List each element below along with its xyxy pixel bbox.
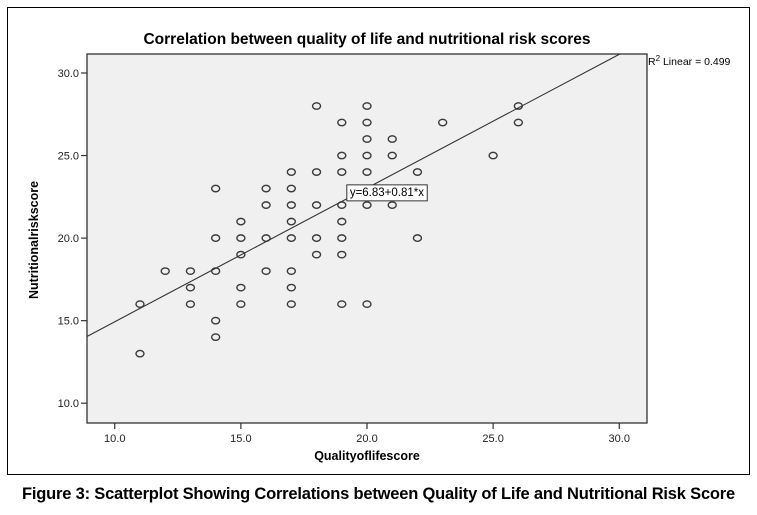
data-point (311, 168, 322, 176)
data-point (337, 234, 347, 242)
data-point (437, 118, 448, 127)
x-tick-label: 20.0 (356, 433, 377, 445)
data-point (236, 217, 246, 226)
r2-label: R2 Linear = 0.499 (648, 54, 731, 68)
data-point (261, 267, 271, 276)
data-point (311, 250, 322, 259)
y-tick-label: 30.0 (58, 68, 79, 80)
data-point (236, 234, 246, 242)
data-point (337, 118, 347, 127)
data-point (261, 201, 271, 209)
data-point (412, 168, 423, 176)
data-point (337, 300, 347, 309)
data-point (337, 168, 347, 176)
data-point (286, 300, 297, 309)
data-point (387, 135, 397, 143)
data-point (311, 102, 322, 110)
y-tick-label: 10.0 (58, 398, 79, 410)
data-point (513, 118, 524, 127)
data-point (337, 250, 347, 259)
data-point (362, 300, 372, 309)
data-point (236, 283, 246, 292)
data-point (488, 151, 498, 160)
data-point (362, 118, 372, 127)
x-tick-label: 25.0 (482, 433, 503, 445)
data-point (286, 283, 297, 292)
data-point (261, 184, 271, 193)
data-point (236, 300, 246, 309)
data-point (185, 300, 196, 309)
data-point (286, 217, 297, 226)
data-point (185, 267, 196, 276)
chart-title: Correlation between quality of life and … (143, 31, 590, 48)
data-point (362, 135, 372, 143)
data-point (286, 184, 297, 193)
data-point (387, 151, 397, 160)
r2-superscript: 2 (656, 54, 661, 63)
plot-area (86, 53, 648, 424)
y-tick-label: 15.0 (58, 316, 79, 328)
data-point (210, 316, 221, 325)
figure-caption: Figure 3: Scatterplot Showing Correlatio… (22, 485, 735, 503)
y-tick-label: 20.0 (58, 233, 79, 245)
y-tick-label: 25.0 (58, 151, 79, 163)
x-axis-ticks: 10.0 15.0 20.0 25.0 30.0 (104, 423, 630, 445)
x-tick-label: 30.0 (609, 433, 630, 445)
equation-box-border (346, 184, 428, 202)
data-point (337, 151, 347, 160)
data-point (387, 201, 397, 209)
data-point (286, 234, 297, 242)
data-point (286, 201, 297, 209)
data-point (135, 300, 145, 309)
x-tick-label: 10.0 (104, 433, 125, 445)
data-point (185, 283, 196, 292)
data-point (311, 234, 322, 242)
data-point (311, 201, 322, 209)
data-points (135, 102, 524, 358)
y-axis-label: Nutritionalriskscore (27, 181, 41, 299)
data-point (286, 168, 297, 176)
data-point (362, 168, 372, 176)
r2-prefix: R (648, 56, 656, 68)
equation-box: y=6.83+0.81*x (346, 184, 428, 202)
data-point (236, 250, 246, 259)
data-point (160, 267, 170, 276)
data-point (210, 333, 221, 342)
data-point (210, 184, 221, 193)
data-point (362, 102, 372, 110)
data-point (362, 201, 372, 209)
data-point (286, 267, 297, 276)
x-tick-label: 15.0 (230, 433, 251, 445)
data-point (412, 234, 423, 242)
equation-label: y=6.83+0.81*x (350, 187, 424, 199)
data-point (210, 234, 221, 242)
scatter-chart: Correlation between quality of life and … (27, 31, 731, 463)
x-axis-label: Qualityoflifescore (314, 449, 420, 463)
y-axis-ticks: 10.0 15.0 20.0 25.0 30.0 (58, 68, 87, 410)
data-point (337, 217, 347, 226)
data-point (362, 151, 372, 160)
data-point (135, 349, 145, 358)
r2-value: Linear = 0.499 (660, 56, 731, 68)
